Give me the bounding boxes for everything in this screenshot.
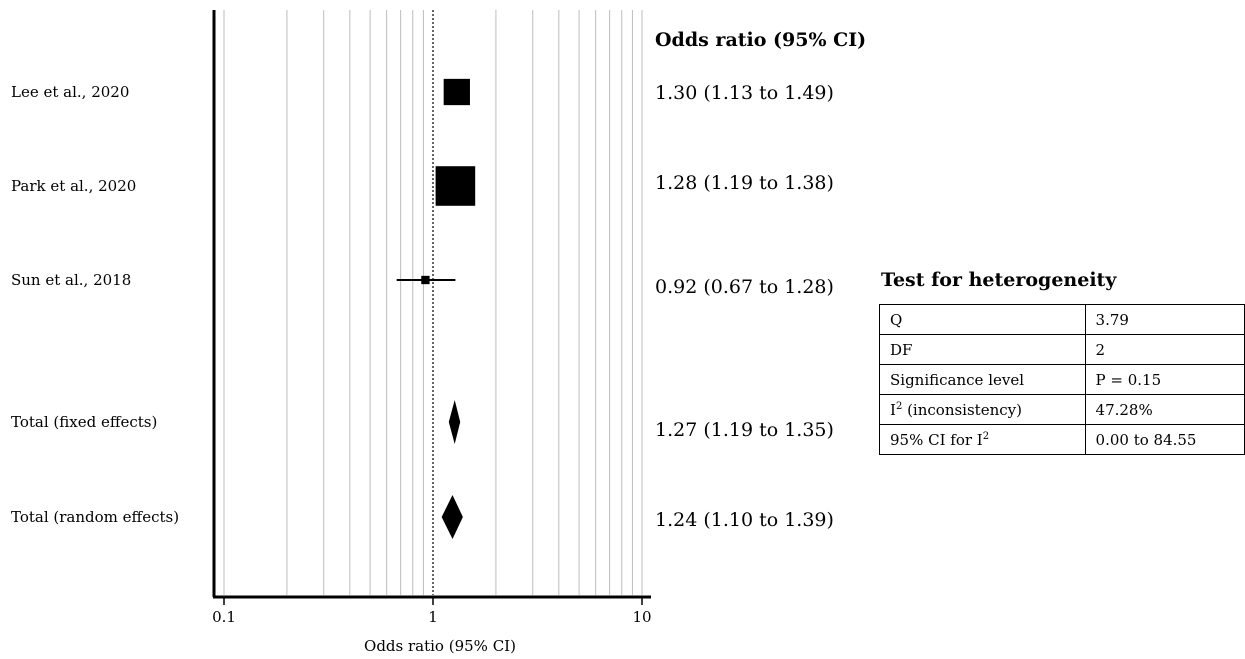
- superscript: 2: [895, 400, 903, 412]
- heterogeneity-stat-name: Q: [879, 304, 1086, 335]
- study-row: Lee et al., 2020 1.30 (1.13 to 1.49): [11, 78, 834, 106]
- heterogeneity-stat-value: 0.00 to 84.55: [1084, 424, 1245, 455]
- forest-plot: 0.1 1 10 Odds ratio (95% CI) Odds ratio (9…: [11, 10, 866, 655]
- study-row: Total (fixed effects) 1.27 (1.19 to 1.35): [11, 400, 834, 444]
- heterogeneity-table: Q 3.79 DF 2 Significance level P = 0.15 I2 (in…: [879, 304, 1245, 455]
- heterogeneity-row: I2 (inconsistency) 47.28%: [879, 394, 1245, 425]
- study-marker: [443, 78, 470, 106]
- study-label: Park et al., 2020: [11, 177, 136, 195]
- or-value-text: 1.28 (1.19 to 1.38): [655, 172, 834, 194]
- study-row: Park et al., 2020 1.28 (1.19 to 1.38): [11, 166, 834, 206]
- study-row: Total (random effects) 1.24 (1.10 to 1.39…: [11, 495, 834, 539]
- heterogeneity-stat-value: 47.28%: [1084, 394, 1245, 425]
- heterogeneity-stat-value: 3.79: [1084, 304, 1245, 335]
- or-value-text: 1.30 (1.13 to 1.49): [655, 82, 834, 104]
- heterogeneity-row: Q 3.79: [879, 304, 1245, 335]
- study-label: Total (fixed effects): [11, 413, 157, 431]
- gridlines: [223, 10, 643, 595]
- heterogeneity-row: 95% CI for I2 0.00 to 84.55: [879, 424, 1245, 455]
- study-label: Sun et al., 2018: [11, 271, 131, 289]
- or-value-text: 1.27 (1.19 to 1.35): [655, 419, 834, 441]
- study-label: Lee et al., 2020: [11, 83, 129, 101]
- heterogeneity-stat-name: Significance level: [879, 364, 1086, 395]
- study-rows: Lee et al., 2020 1.30 (1.13 to 1.49) Park …: [11, 78, 834, 539]
- pooled-diamond: [448, 400, 461, 444]
- x-axis-ticks: 0.1 1 10: [212, 597, 652, 626]
- heterogeneity-title: Test for heterogeneity: [881, 269, 1117, 291]
- heterogeneity-row: DF 2: [879, 334, 1245, 365]
- heterogeneity-stat-name: I2 (inconsistency): [879, 394, 1086, 425]
- heterogeneity-stat-name: 95% CI for I2: [879, 424, 1086, 455]
- study-marker: [421, 275, 430, 285]
- x-axis-title: Odds ratio (95% CI): [364, 637, 516, 655]
- or-column-header: Odds ratio (95% CI): [655, 29, 866, 51]
- study-marker: [435, 166, 476, 206]
- study-label: Total (random effects): [11, 508, 179, 526]
- heterogeneity-stat-name: DF: [879, 334, 1086, 365]
- pooled-diamond: [441, 495, 463, 539]
- x-tick-label: 10: [632, 608, 651, 626]
- or-value-text: 1.24 (1.10 to 1.39): [655, 509, 834, 531]
- study-row: Sun et al., 2018 0.92 (0.67 to 1.28): [11, 271, 834, 298]
- heterogeneity-panel: Test for heterogeneity Q 3.79 DF 2 Significa…: [879, 268, 1245, 455]
- superscript: 2: [982, 430, 990, 442]
- x-tick-label: 0.1: [212, 608, 236, 626]
- heterogeneity-row: Significance level P = 0.15: [879, 364, 1245, 395]
- or-value-text: 0.92 (0.67 to 1.28): [655, 276, 834, 298]
- heterogeneity-stat-value: 2: [1084, 334, 1245, 365]
- x-tick-label: 1: [428, 608, 438, 626]
- heterogeneity-stat-value: P = 0.15: [1084, 364, 1245, 395]
